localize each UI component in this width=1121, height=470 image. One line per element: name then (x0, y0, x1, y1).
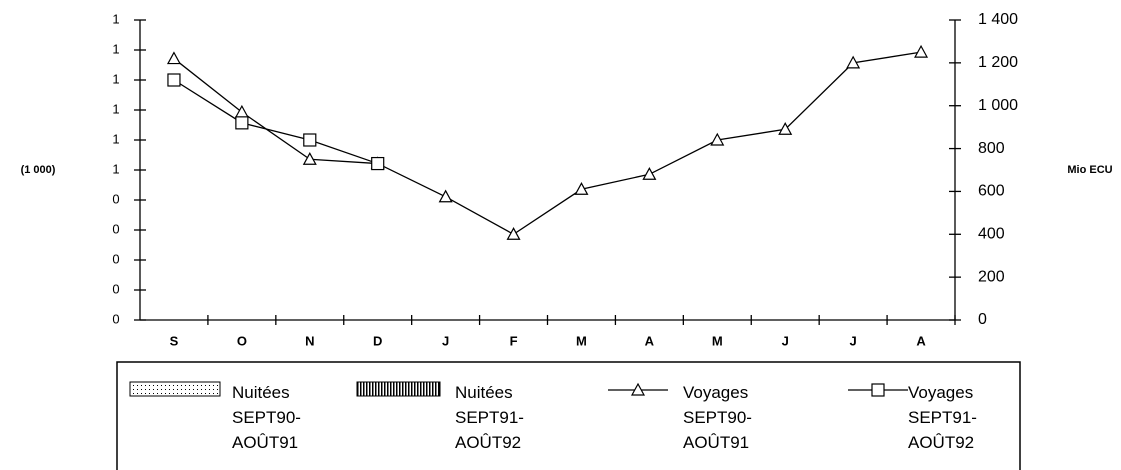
x-tick-label: A (645, 333, 655, 348)
y-tick-label: 1 (112, 161, 119, 176)
y-tick-label: 1 (112, 71, 119, 86)
marker (778, 122, 793, 135)
y2-axis-label: Mio ECU (1067, 164, 1112, 176)
y2-tick-label: 400 (978, 226, 1005, 243)
marker (234, 104, 249, 118)
marker (710, 132, 725, 146)
y2-tick-label: 1 200 (978, 54, 1018, 71)
marker (914, 44, 929, 58)
y-tick-label: 0 (112, 221, 119, 236)
marker (846, 55, 861, 69)
marker (574, 182, 589, 195)
x-tick-label: F (510, 333, 518, 348)
y2-tick-label: 1 400 (978, 11, 1018, 28)
y2-tick-label: 800 (978, 140, 1005, 157)
y2-tick-label: 0 (978, 311, 987, 328)
y-tick-label: 1 (112, 11, 119, 26)
marker (303, 133, 317, 147)
y-tick-label: 1 (112, 131, 119, 146)
y-tick-label: 0 (112, 251, 119, 266)
legend-label: Nuitées SEPT91-AOÛT92 (455, 383, 524, 452)
marker (871, 383, 885, 397)
y2-tick-label: 200 (978, 268, 1005, 285)
marker (438, 189, 453, 203)
legend-box (116, 361, 1021, 470)
marker (167, 73, 181, 87)
y-axis-label: (1 000) (21, 164, 56, 176)
y2-tick-label: 600 (978, 183, 1005, 200)
marker (371, 156, 385, 171)
legend-label: Voyages SEPT90-AOÛT91 (683, 383, 752, 452)
marker (302, 152, 317, 165)
y2-tick-label: 1 000 (978, 97, 1018, 114)
legend-swatch (129, 381, 221, 397)
y-tick-label: 0 (112, 311, 119, 326)
legend-swatch (356, 381, 441, 397)
marker (630, 382, 646, 396)
marker (166, 51, 181, 65)
y-tick-label: 1 (112, 101, 119, 116)
y-tick-label: 0 (112, 281, 119, 296)
series-line (173, 79, 378, 165)
x-tick-label: M (576, 333, 587, 348)
x-tick-label: S (170, 333, 179, 348)
marker (642, 167, 657, 180)
x-tick-label: N (305, 333, 314, 348)
x-tick-label: O (237, 333, 247, 348)
legend-label: Nuitées SEPT90-AOÛT91 (232, 383, 301, 452)
series-line (173, 51, 922, 236)
legend-label: Voyages SEPT91-AOÛT92 (908, 383, 977, 452)
x-tick-label: J (782, 333, 789, 348)
x-tick-label: J (442, 333, 449, 348)
x-tick-label: A (916, 333, 926, 348)
marker (235, 116, 249, 130)
x-tick-label: J (850, 333, 857, 348)
x-tick-label: D (373, 333, 382, 348)
x-tick-label: M (712, 333, 723, 348)
marker (506, 227, 521, 240)
y-tick-label: 1 (112, 41, 119, 56)
y-tick-label: 0 (112, 191, 119, 206)
